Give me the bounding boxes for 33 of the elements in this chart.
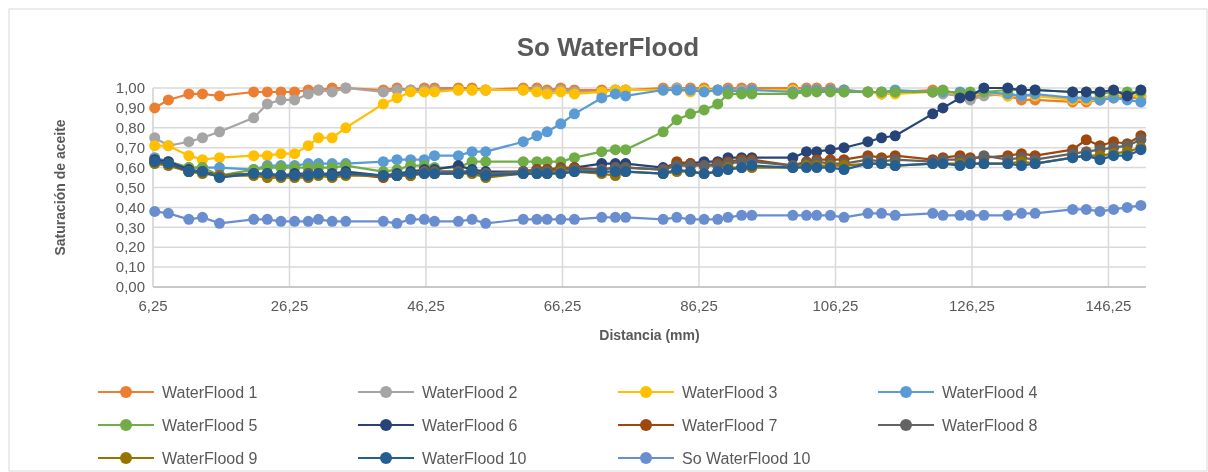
x-tick-label: 126,25 [949, 297, 995, 314]
y-tick-label: 0,60 [115, 158, 145, 176]
x-tick-label: 86,25 [680, 297, 718, 314]
legend-label: WaterFlood 2 [422, 383, 518, 401]
y-tick-label: 0,30 [115, 218, 145, 236]
legend-label: So WaterFlood 10 [682, 449, 811, 467]
legend-label: WaterFlood 9 [162, 449, 258, 467]
legend-label: WaterFlood 6 [422, 416, 518, 434]
y-tick-label: 0,50 [115, 178, 145, 196]
y-tick-label: 0,70 [115, 138, 145, 156]
y-tick-label: 0,80 [115, 119, 145, 137]
x-tick-label: 6,25 [138, 297, 168, 314]
x-tick-label: 66,25 [543, 297, 582, 314]
y-tick-label: 0,90 [115, 99, 145, 117]
legend-label: WaterFlood 8 [942, 416, 1038, 434]
legend-label: WaterFlood 7 [682, 416, 778, 434]
x-tick-label: 146,25 [1085, 297, 1132, 314]
y-tick-label: 0,00 [115, 278, 145, 296]
chart-title: So WaterFlood [516, 32, 700, 62]
x-tick-label: 26,25 [270, 297, 309, 314]
legend-label: WaterFlood 5 [162, 416, 258, 434]
y-axis-title: Saturación de aceite [52, 119, 68, 256]
x-tick-label: 46,25 [407, 297, 445, 314]
y-tick-label: 0,40 [115, 198, 145, 216]
y-tick-label: 1,00 [115, 79, 145, 97]
y-tick-label: 0,20 [115, 238, 145, 256]
legend-label: WaterFlood 1 [162, 383, 258, 401]
x-axis-title: Distancia (mm) [599, 327, 700, 343]
legend-label: WaterFlood 10 [422, 449, 527, 467]
legend-label: WaterFlood 3 [682, 383, 778, 401]
legend-label: WaterFlood 4 [942, 383, 1038, 401]
y-tick-label: 0,10 [115, 258, 145, 276]
x-tick-label: 106,25 [812, 297, 859, 314]
